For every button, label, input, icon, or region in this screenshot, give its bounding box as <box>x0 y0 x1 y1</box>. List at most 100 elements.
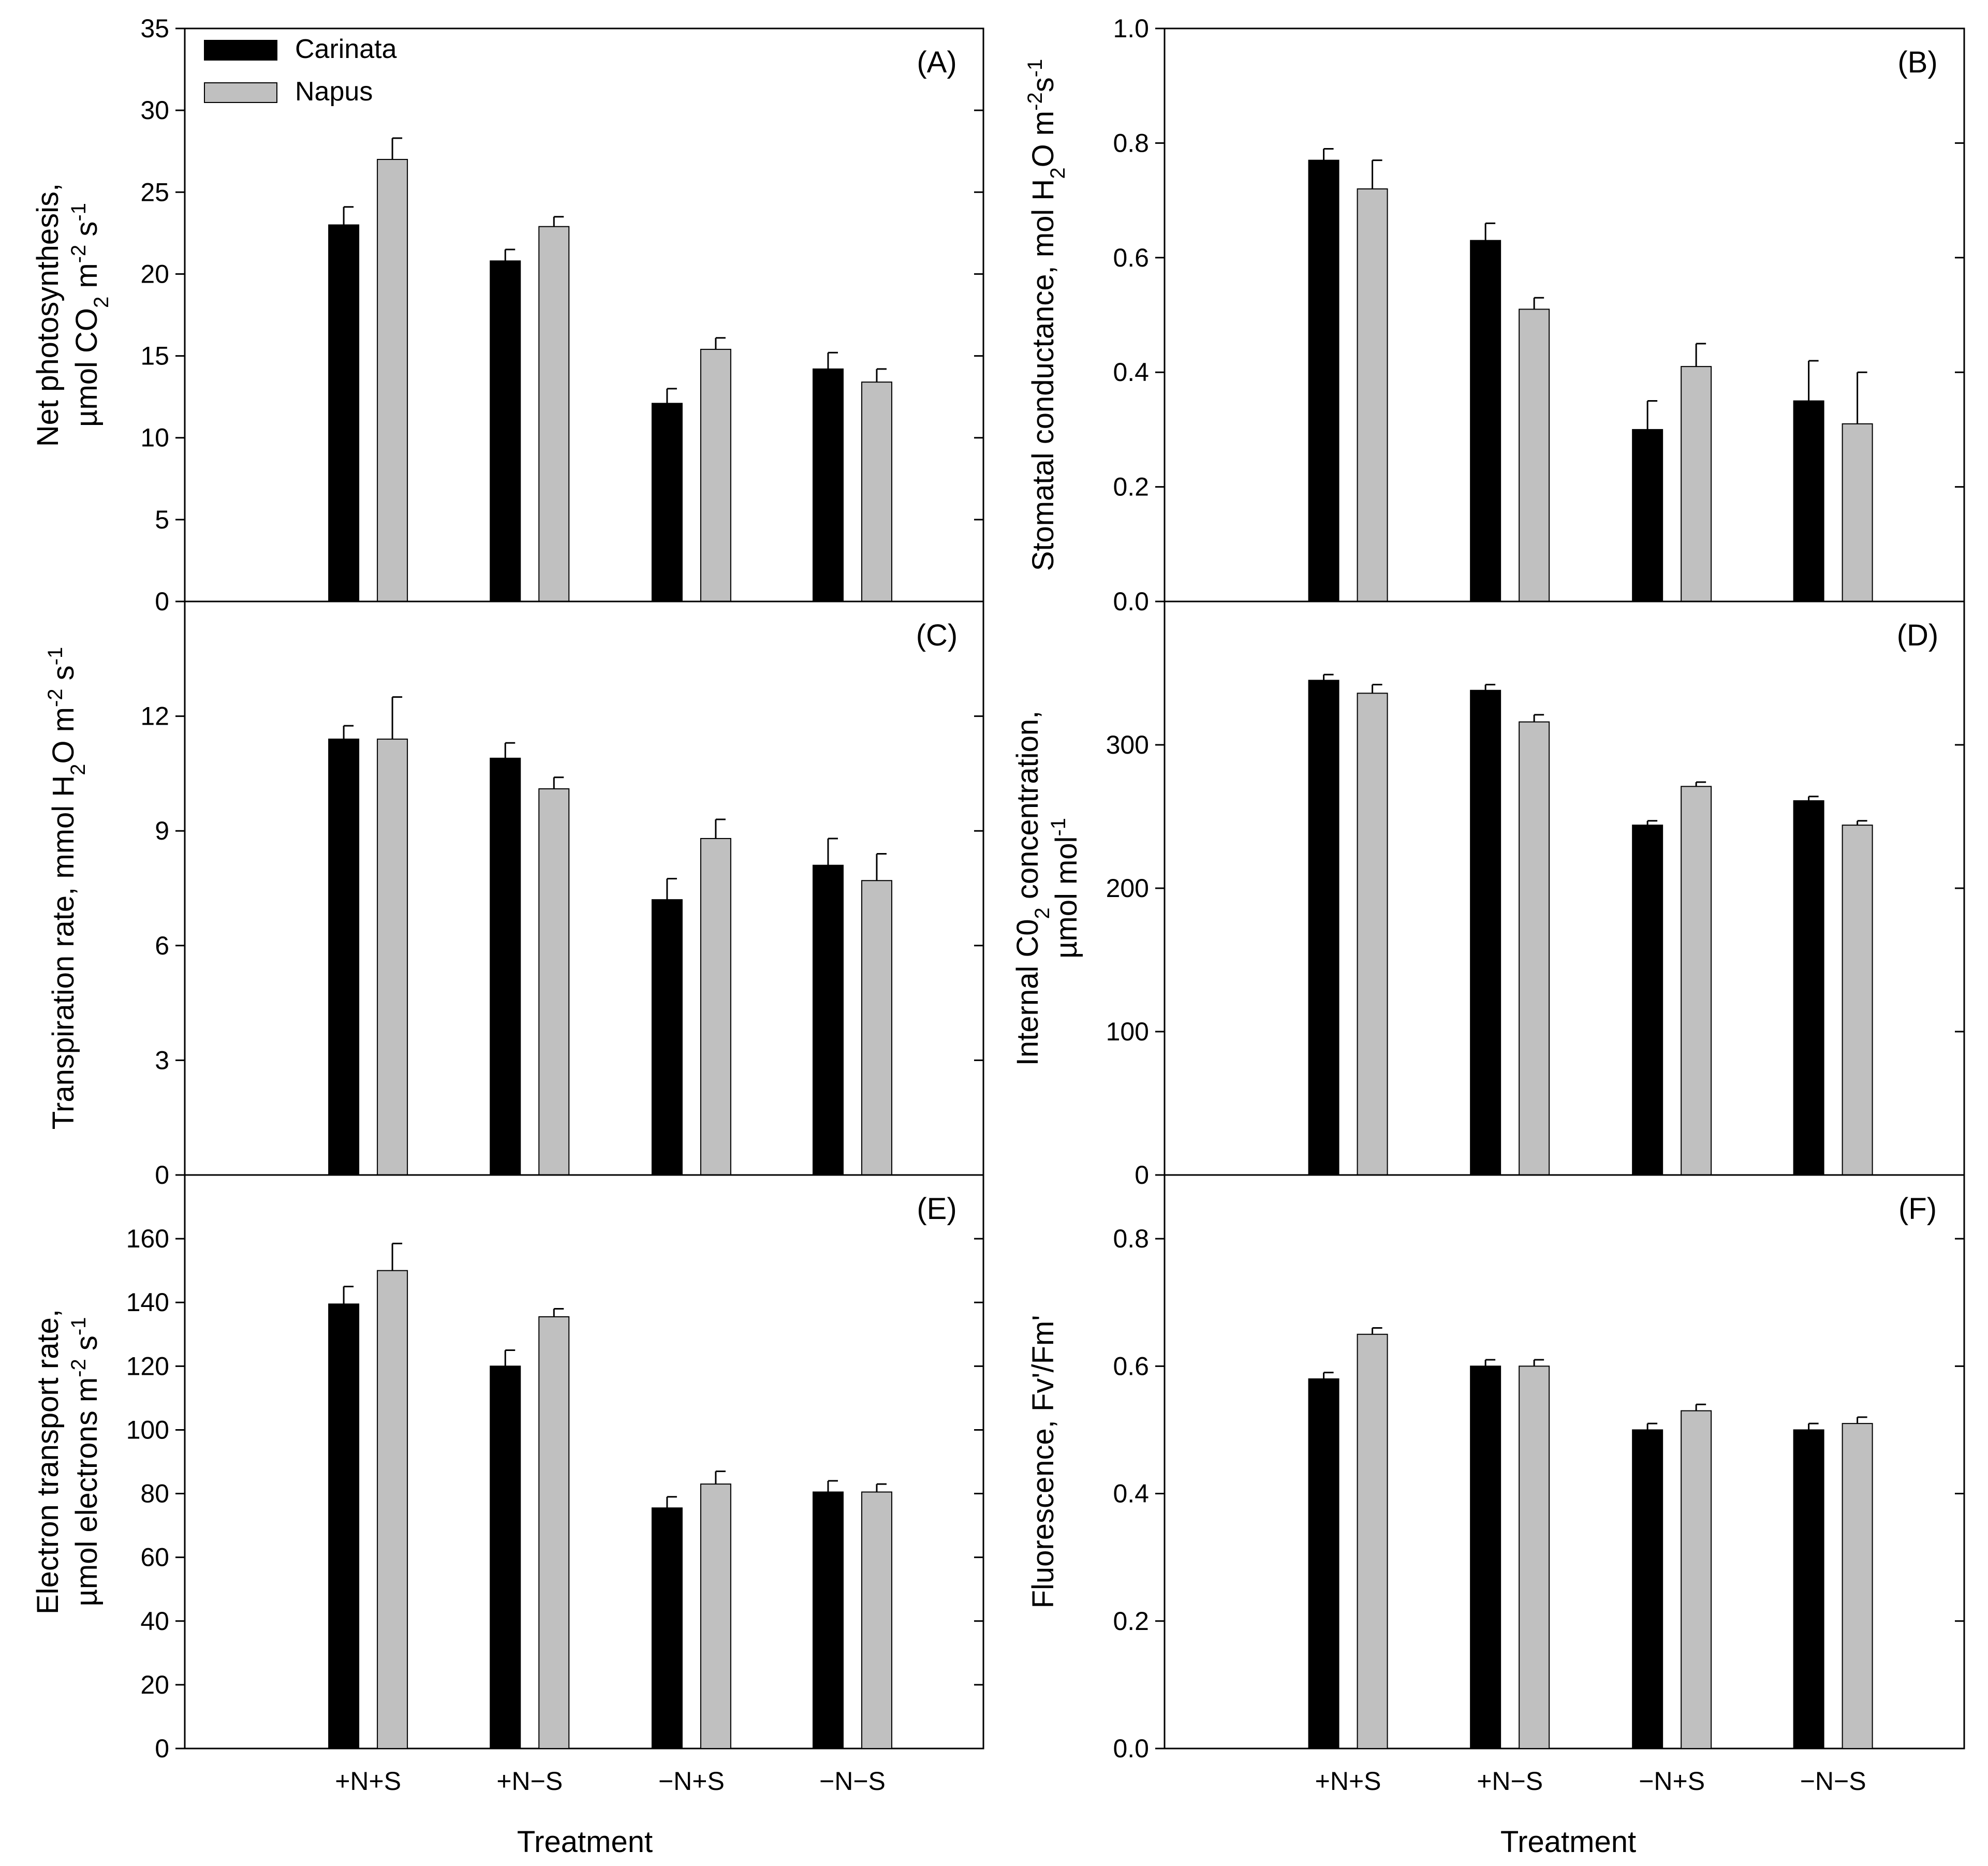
bar-napus-3 <box>1681 366 1712 602</box>
x-tick-label: +N−S <box>1477 1767 1543 1796</box>
y-tick-label: 0 <box>155 1160 169 1189</box>
bar-napus-2 <box>538 226 570 603</box>
bar-napus-3 <box>700 838 731 1176</box>
y-tick-label: 40 <box>140 1607 169 1636</box>
x-axis-label-right: Treatment <box>1500 1825 1636 1859</box>
x-axis-label-left: Treatment <box>517 1825 653 1859</box>
y-axis-label: µmol mol-1 <box>1047 818 1083 959</box>
y-tick-label: 200 <box>1106 874 1149 903</box>
bar-carinata-3 <box>651 1507 683 1750</box>
bar-napus-4 <box>1842 825 1873 1176</box>
bar-carinata-3 <box>651 403 683 603</box>
bar-napus-4 <box>861 381 892 602</box>
bar-napus-2 <box>538 788 570 1176</box>
panel-E: 0 20 40 60 80 100 120 140 160 Electron transport … <box>31 1174 984 1796</box>
panel-label: (C) <box>916 619 958 652</box>
plot-frame <box>1164 1174 1965 1750</box>
bar-napus-4 <box>861 880 892 1176</box>
bar-carinata-4 <box>812 368 844 602</box>
bar-carinata-2 <box>490 260 521 602</box>
bar-napus-1 <box>1357 188 1388 602</box>
y-tick-label: 0.4 <box>1113 358 1149 387</box>
y-tick-label: 0.6 <box>1113 243 1149 272</box>
legend: Carinata Napus <box>204 34 397 107</box>
bar-napus-4 <box>861 1491 892 1749</box>
bar-napus-3 <box>700 348 731 602</box>
y-tick-label: 0 <box>1135 1160 1149 1189</box>
y-tick-label: 0.8 <box>1113 1224 1149 1253</box>
y-tick-label: 12 <box>140 702 169 731</box>
y-tick-label: 5 <box>155 505 169 534</box>
bar-napus-2 <box>1519 1365 1550 1749</box>
x-tick-label: −N+S <box>1639 1767 1705 1796</box>
y-tick-label: 160 <box>126 1224 169 1253</box>
y-tick-label: 30 <box>140 96 169 125</box>
bar-carinata-3 <box>1632 1429 1663 1749</box>
panel-label: (B) <box>1897 46 1937 79</box>
bar-carinata-2 <box>490 1365 521 1749</box>
bar-napus-4 <box>1842 1423 1873 1749</box>
bar-carinata-1 <box>328 738 360 1176</box>
y-tick-label: 20 <box>140 1670 169 1699</box>
y-axis-label: µmol CO2 m-2 s-1 <box>67 203 113 427</box>
bar-carinata-4 <box>812 864 844 1176</box>
y-tick-label: 3 <box>155 1046 169 1075</box>
y-axis-label: Stomatal conductance, mol H2O m-2s-1 <box>1024 59 1069 571</box>
y-tick-label: 0.0 <box>1113 587 1149 616</box>
panel-D: 0 100 200 300 Internal C02 concentration, µmo… <box>1011 600 1965 1189</box>
legend-label-carinata: Carinata <box>295 34 397 64</box>
panel-label: (D) <box>1897 619 1939 652</box>
x-tick-label: +N+S <box>335 1767 401 1796</box>
y-tick-label: 0 <box>155 587 169 616</box>
bar-napus-1 <box>1357 1333 1388 1750</box>
bar-napus-2 <box>538 1316 570 1749</box>
y-tick-label: 0 <box>155 1734 169 1763</box>
y-tick-label: 0.0 <box>1113 1734 1149 1763</box>
y-tick-label: 0.8 <box>1113 128 1149 157</box>
y-tick-label: 140 <box>126 1288 169 1317</box>
bar-carinata-1 <box>1308 1378 1339 1749</box>
bar-napus-2 <box>1519 308 1550 602</box>
bar-napus-1 <box>377 738 408 1176</box>
y-tick-label: 0.6 <box>1113 1351 1149 1380</box>
panel-A: 0 5 10 15 20 25 30 35 Net photosynthesis, µmol CO… <box>31 14 984 616</box>
panel-label: (A) <box>917 46 956 79</box>
y-axis-label: Transpiration rate, mmol H2O m-2 s-1 <box>44 647 90 1129</box>
panel-B: 0.0 0.2 0.4 0.6 0.8 1.0 Stomatal conductance, … <box>1024 14 1965 616</box>
bar-carinata-2 <box>1470 689 1501 1176</box>
bar-carinata-3 <box>651 899 683 1176</box>
legend-swatch-carinata <box>204 40 277 61</box>
bar-carinata-1 <box>1308 159 1339 602</box>
y-tick-label: 0.2 <box>1113 473 1149 502</box>
bar-carinata-2 <box>1470 1365 1501 1749</box>
y-tick-label: 120 <box>126 1351 169 1380</box>
bar-carinata-4 <box>812 1491 844 1749</box>
bar-napus-4 <box>1842 423 1873 603</box>
y-axis-label: Electron transport rate, <box>31 1309 65 1614</box>
legend-label-napus: Napus <box>295 77 373 107</box>
bar-carinata-4 <box>1793 800 1824 1176</box>
bar-napus-1 <box>377 159 408 602</box>
x-tick-label: +N−S <box>496 1767 563 1796</box>
bar-napus-1 <box>377 1270 408 1750</box>
x-tick-label: +N+S <box>1315 1767 1381 1796</box>
y-axis-label: Internal C02 concentration, <box>1011 711 1054 1066</box>
y-tick-label: 0.4 <box>1113 1479 1149 1508</box>
x-tick-label: −N−S <box>1800 1767 1866 1796</box>
y-axis-label: Fluorescence, Fv'/Fm' <box>1026 1315 1060 1609</box>
panel-C: 0 3 6 9 12 Transpiration rate, mmol H2O m-2 s… <box>44 600 984 1189</box>
y-tick-label: 80 <box>140 1479 169 1508</box>
y-tick-label: 9 <box>155 816 169 845</box>
x-tick-label: −N−S <box>819 1767 886 1796</box>
plot-frame <box>184 1174 984 1750</box>
panel-label: (E) <box>917 1192 956 1226</box>
y-tick-label: 25 <box>140 178 169 207</box>
panel-label: (F) <box>1898 1192 1937 1226</box>
y-tick-label: 15 <box>140 342 169 371</box>
bar-carinata-3 <box>1632 825 1663 1176</box>
y-tick-label: 20 <box>140 259 169 288</box>
y-axis-label: Net photosynthesis, <box>31 183 65 447</box>
y-tick-label: 10 <box>140 423 169 452</box>
